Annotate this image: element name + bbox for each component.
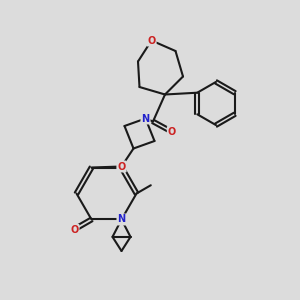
Text: O: O [70, 225, 79, 235]
Text: N: N [141, 113, 150, 124]
Text: O: O [147, 35, 156, 46]
Text: O: O [168, 127, 176, 137]
Text: N: N [117, 214, 126, 224]
Text: O: O [117, 161, 126, 172]
